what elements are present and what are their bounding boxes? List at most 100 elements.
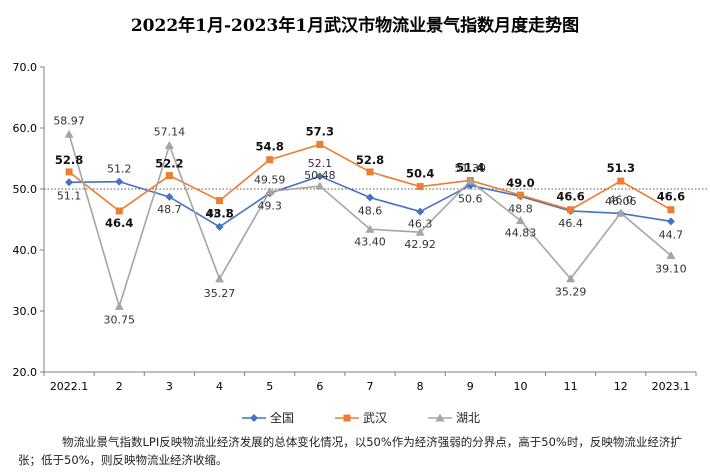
legend: 全国 武汉 湖北 [242,410,480,425]
legend-marker-diamond [250,414,258,422]
data-label-square: 52.8 [55,153,83,167]
point-square [165,172,173,180]
x-tick-label: 4 [216,380,223,393]
data-label-square: 49.0 [506,176,534,190]
data-label-diamond: 48.8 [508,202,533,215]
point-triangle [415,227,425,236]
point-square [667,206,675,214]
data-label-diamond: 51.2 [107,163,132,176]
data-label-square: 46.4 [105,216,133,230]
x-tick-label: 8 [417,380,424,393]
data-label-triangle: 58.97 [53,114,85,127]
data-label-square: 51.4 [456,160,484,174]
data-label-diamond: 44.7 [659,228,684,241]
point-triangle [114,301,124,310]
x-tick-label: 7 [367,380,374,393]
point-square [567,206,575,214]
y-tick-label: 70.0 [13,61,38,74]
x-tick-label: 5 [266,380,273,393]
legend-label-diamond: 全国 [270,410,294,425]
data-label-square: 57.3 [306,124,334,138]
y-tick-label: 20.0 [13,366,38,379]
plot-area: 20.0 30.0 40.0 50.0 60.0 70.0 2022.1 2 3 4 5 6 7 8 9 10… [13,61,708,393]
y-tick-label: 40.0 [13,244,38,257]
x-tick-label: 3 [166,380,173,393]
point-square [617,177,625,185]
point-square [366,168,374,176]
data-label-square: 50.4 [406,167,434,181]
data-label-triangle: 49.59 [254,174,286,187]
y-tick-label: 30.0 [13,305,38,318]
x-tick-label: 2 [116,380,123,393]
point-diamond [416,207,425,216]
data-label-triangle: 35.29 [555,286,587,299]
y-tick-label: 60.0 [13,122,38,135]
data-label-square: 52.8 [356,153,384,167]
point-diamond [366,193,374,202]
data-label-triangle: 30.75 [103,313,135,326]
legend-marker-square [343,414,351,422]
data-label-square: 52.2 [155,157,183,171]
data-label-triangle: 50.48 [304,169,336,182]
data-label-triangle: 57.14 [154,125,186,138]
data-label-diamond: 46.4 [558,217,583,230]
data-label-diamond: 48.7 [157,203,182,216]
x-tick-label: 9 [467,380,474,393]
point-diamond [315,172,324,181]
x-tick-label: 6 [316,380,323,393]
point-square [65,168,73,176]
point-square [216,197,224,205]
point-diamond [215,222,224,231]
data-label-triangle: 44.83 [505,227,537,240]
data-label-triangle: 39.10 [655,262,687,275]
data-label-triangle: 42.92 [404,238,436,251]
point-square [416,183,424,191]
data-label-diamond: 52.1 [308,157,333,170]
point-diamond [65,178,74,187]
footnote: 物流业景气指数LPI反映物流业经济发展的总体变化情况，以50%作为经济强弱的分界… [18,435,682,467]
chart-title: 2022年1月-2023年1月武汉市物流业景气指数月度走势图 [131,15,579,36]
point-square [266,156,274,164]
point-square [516,191,524,199]
data-label-square: 43.8 [205,207,233,221]
point-triangle [164,140,174,149]
point-diamond [666,217,675,226]
x-tick-label: 10 [513,380,527,393]
data-label-diamond: 51.1 [57,189,82,202]
point-square [115,207,123,215]
legend-label-triangle: 湖北 [456,410,480,425]
data-label-triangle: 46.06 [605,195,637,208]
data-label-triangle: 51.30 [455,162,487,175]
point-square [316,140,324,148]
data-label-square: 51.3 [607,161,635,175]
data-label-diamond: 48.1 [207,207,232,220]
x-tick-label: 2023.1 [652,380,691,393]
data-label-diamond: 49.3 [257,199,282,212]
point-triangle [315,181,325,190]
data-label-square: 46.6 [657,190,685,204]
point-triangle [365,224,375,233]
data-label-triangle: 43.40 [354,235,386,248]
data-label-diamond: 46.3 [408,218,433,231]
y-tick-label: 50.0 [13,183,38,196]
point-triangle [265,187,275,196]
point-triangle [64,129,74,138]
point-triangle [515,216,525,225]
x-tick-label: 11 [564,380,578,393]
x-tick-label: 2022.1 [50,380,89,393]
x-tick-label: 12 [614,380,628,393]
data-label-diamond: 50.6 [458,192,483,205]
legend-label-square: 武汉 [363,411,387,425]
legend-marker-triangle [435,413,445,422]
point-triangle [215,274,225,283]
point-diamond [115,177,124,186]
data-label-square: 46.6 [556,190,584,204]
data-label-triangle: 35.27 [204,287,236,300]
point-diamond [165,192,174,201]
data-label-diamond: 46.0 [609,193,634,206]
data-label-diamond: 48.6 [358,205,383,218]
data-label-square: 54.8 [256,140,284,154]
point-triangle [616,208,626,217]
point-triangle [465,176,475,185]
